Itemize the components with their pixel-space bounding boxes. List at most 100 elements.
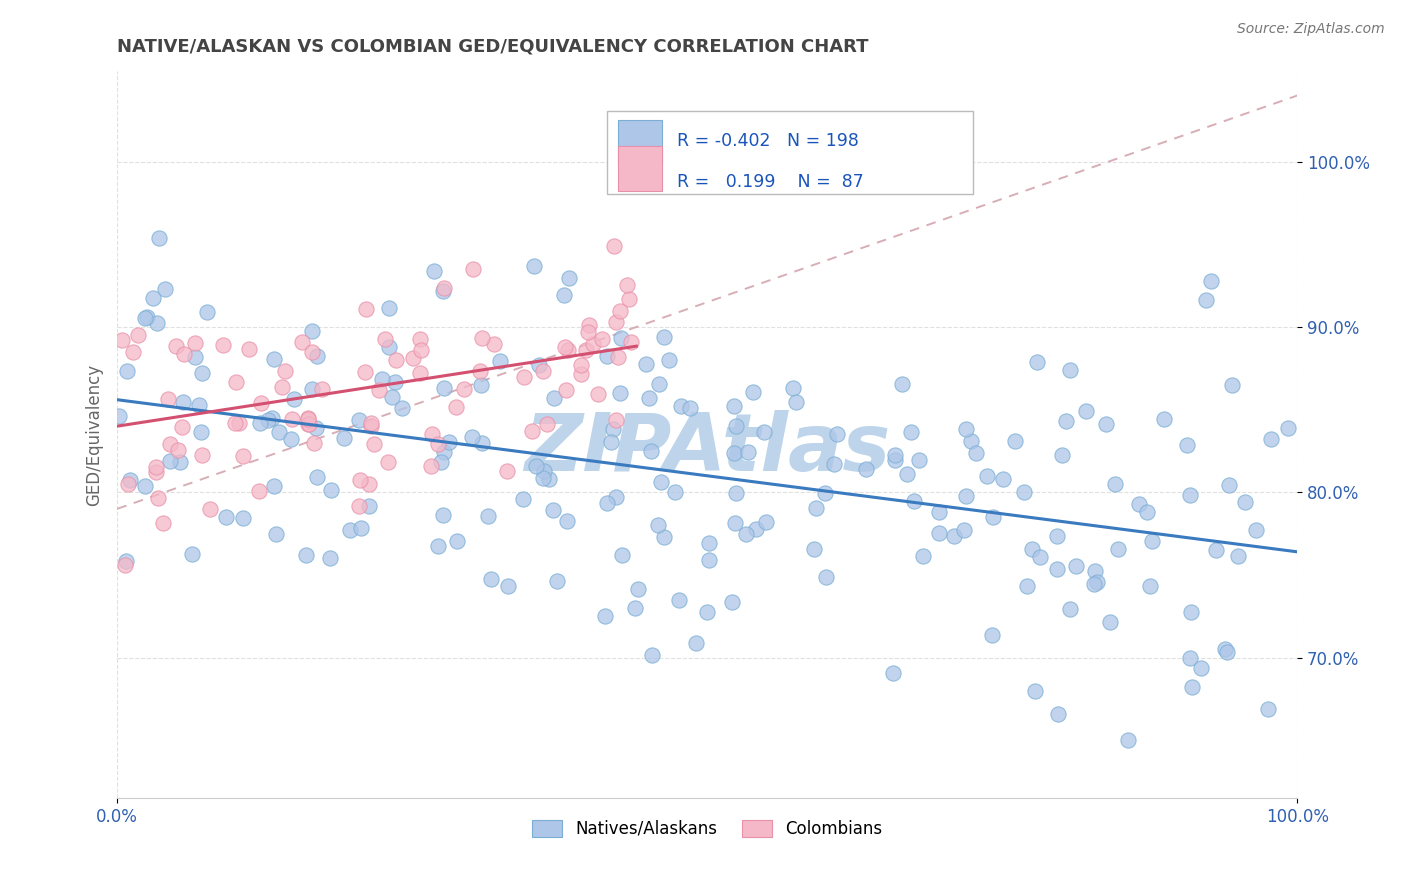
Point [638,391,661,405]
Point [281,411,304,425]
Point [664,485,686,500]
Point [685,636,707,650]
Point [114,558,136,572]
Point [537,472,560,486]
Point [814,569,837,583]
Point [307,470,329,484]
Point [900,425,922,439]
Point [697,553,720,567]
Point [191,448,214,462]
Point [370,372,392,386]
Point [745,522,768,536]
Point [496,579,519,593]
Point [569,358,592,372]
Point [634,357,657,371]
Point [333,431,356,445]
Point [297,410,319,425]
Point [669,399,692,413]
Point [609,304,631,318]
Point [432,444,454,458]
Point [754,425,776,439]
Point [148,491,170,506]
Point [696,605,718,619]
Point [647,518,669,533]
Point [1216,644,1239,658]
Point [349,499,371,513]
Point [495,464,517,478]
Point [943,529,966,543]
Point [1012,484,1035,499]
Point [553,288,575,302]
Point [610,549,633,563]
Point [368,383,391,397]
Point [215,510,238,524]
Point [250,395,273,409]
Point [419,458,441,473]
Point [353,366,375,380]
Point [1233,495,1256,509]
Point [1220,378,1243,392]
Point [297,412,319,426]
Text: R = -0.402   N = 198: R = -0.402 N = 198 [676,132,859,150]
Point [991,472,1014,486]
Point [1021,542,1043,557]
Point [755,515,778,529]
Point [267,425,290,439]
Point [1046,706,1069,721]
Point [724,418,747,433]
Point [1195,293,1218,307]
Point [378,301,401,315]
Point [283,392,305,406]
Point [260,410,283,425]
Point [347,413,370,427]
Point [1139,579,1161,593]
Point [430,455,453,469]
Point [884,448,907,462]
Point [264,526,287,541]
Point [1083,577,1105,591]
Point [890,377,912,392]
Point [524,458,547,473]
Point [602,422,624,436]
Point [533,463,555,477]
Point [453,382,475,396]
Point [531,363,554,377]
Point [270,379,292,393]
Point [1199,273,1222,287]
Point [928,525,950,540]
Point [321,483,343,497]
Point [737,444,759,458]
Point [134,311,156,326]
Point [378,340,401,354]
Point [734,527,756,541]
Point [391,401,413,416]
Point [263,478,285,492]
Point [232,450,254,464]
Point [1178,488,1201,502]
Point [1026,355,1049,369]
Point [1180,605,1202,619]
Text: R =   0.199    N =  87: R = 0.199 N = 87 [676,173,863,191]
Point [153,282,176,296]
Point [297,417,319,431]
Point [883,453,905,467]
Point [257,413,280,427]
Point [117,476,139,491]
Point [232,511,254,525]
Point [523,259,546,273]
Point [546,574,568,588]
Point [212,338,235,352]
Point [823,457,845,471]
Point [301,382,323,396]
Point [409,332,432,346]
Point [541,502,564,516]
Point [617,292,640,306]
Point [903,493,925,508]
Point [582,337,605,351]
Text: ZIPAtlas: ZIPAtlas [524,410,890,488]
Point [134,479,156,493]
Point [409,366,432,380]
Point [127,327,149,342]
Point [536,417,558,432]
Point [1181,681,1204,695]
